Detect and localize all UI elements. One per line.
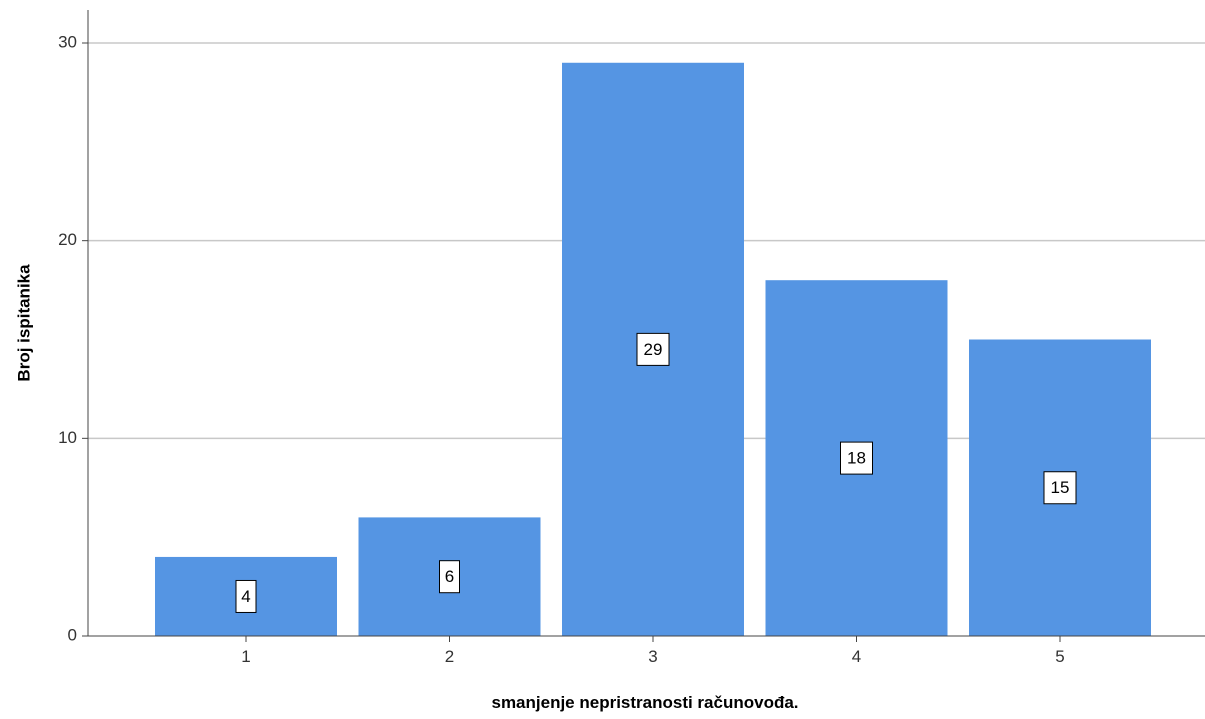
y-tick-label: 30: [58, 32, 77, 51]
y-tick-label: 20: [58, 230, 77, 249]
data-labels: 4 6 29 18 15: [235, 332, 1077, 613]
data-label: 29: [644, 340, 663, 359]
x-tick-label: 2: [445, 647, 454, 666]
data-label-box: [636, 332, 670, 366]
x-tick-label: 4: [852, 647, 861, 666]
y-tick-label: 10: [58, 428, 77, 447]
data-label-box: [840, 441, 873, 475]
x-axis-title: smanjenje nepristranosti računovođa.: [491, 693, 798, 712]
y-tick-labels: 0 10 20 30: [58, 32, 77, 644]
data-label: 15: [1051, 478, 1070, 497]
y-axis-title: Broj ispitanika: [14, 264, 33, 382]
data-label: 6: [445, 567, 454, 586]
data-label-box: [1043, 471, 1077, 505]
x-tick-label: 5: [1055, 647, 1064, 666]
data-label: 18: [847, 449, 866, 468]
y-tick-label: 0: [68, 625, 77, 644]
axes: [87, 10, 1205, 637]
x-tick-label: 3: [648, 647, 657, 666]
data-label-box: [235, 579, 257, 613]
x-tick-labels: 1 2 3 4 5: [241, 636, 1065, 666]
data-label-box: [439, 560, 460, 594]
x-tick-label: 1: [241, 647, 250, 666]
data-label: 4: [241, 587, 250, 606]
